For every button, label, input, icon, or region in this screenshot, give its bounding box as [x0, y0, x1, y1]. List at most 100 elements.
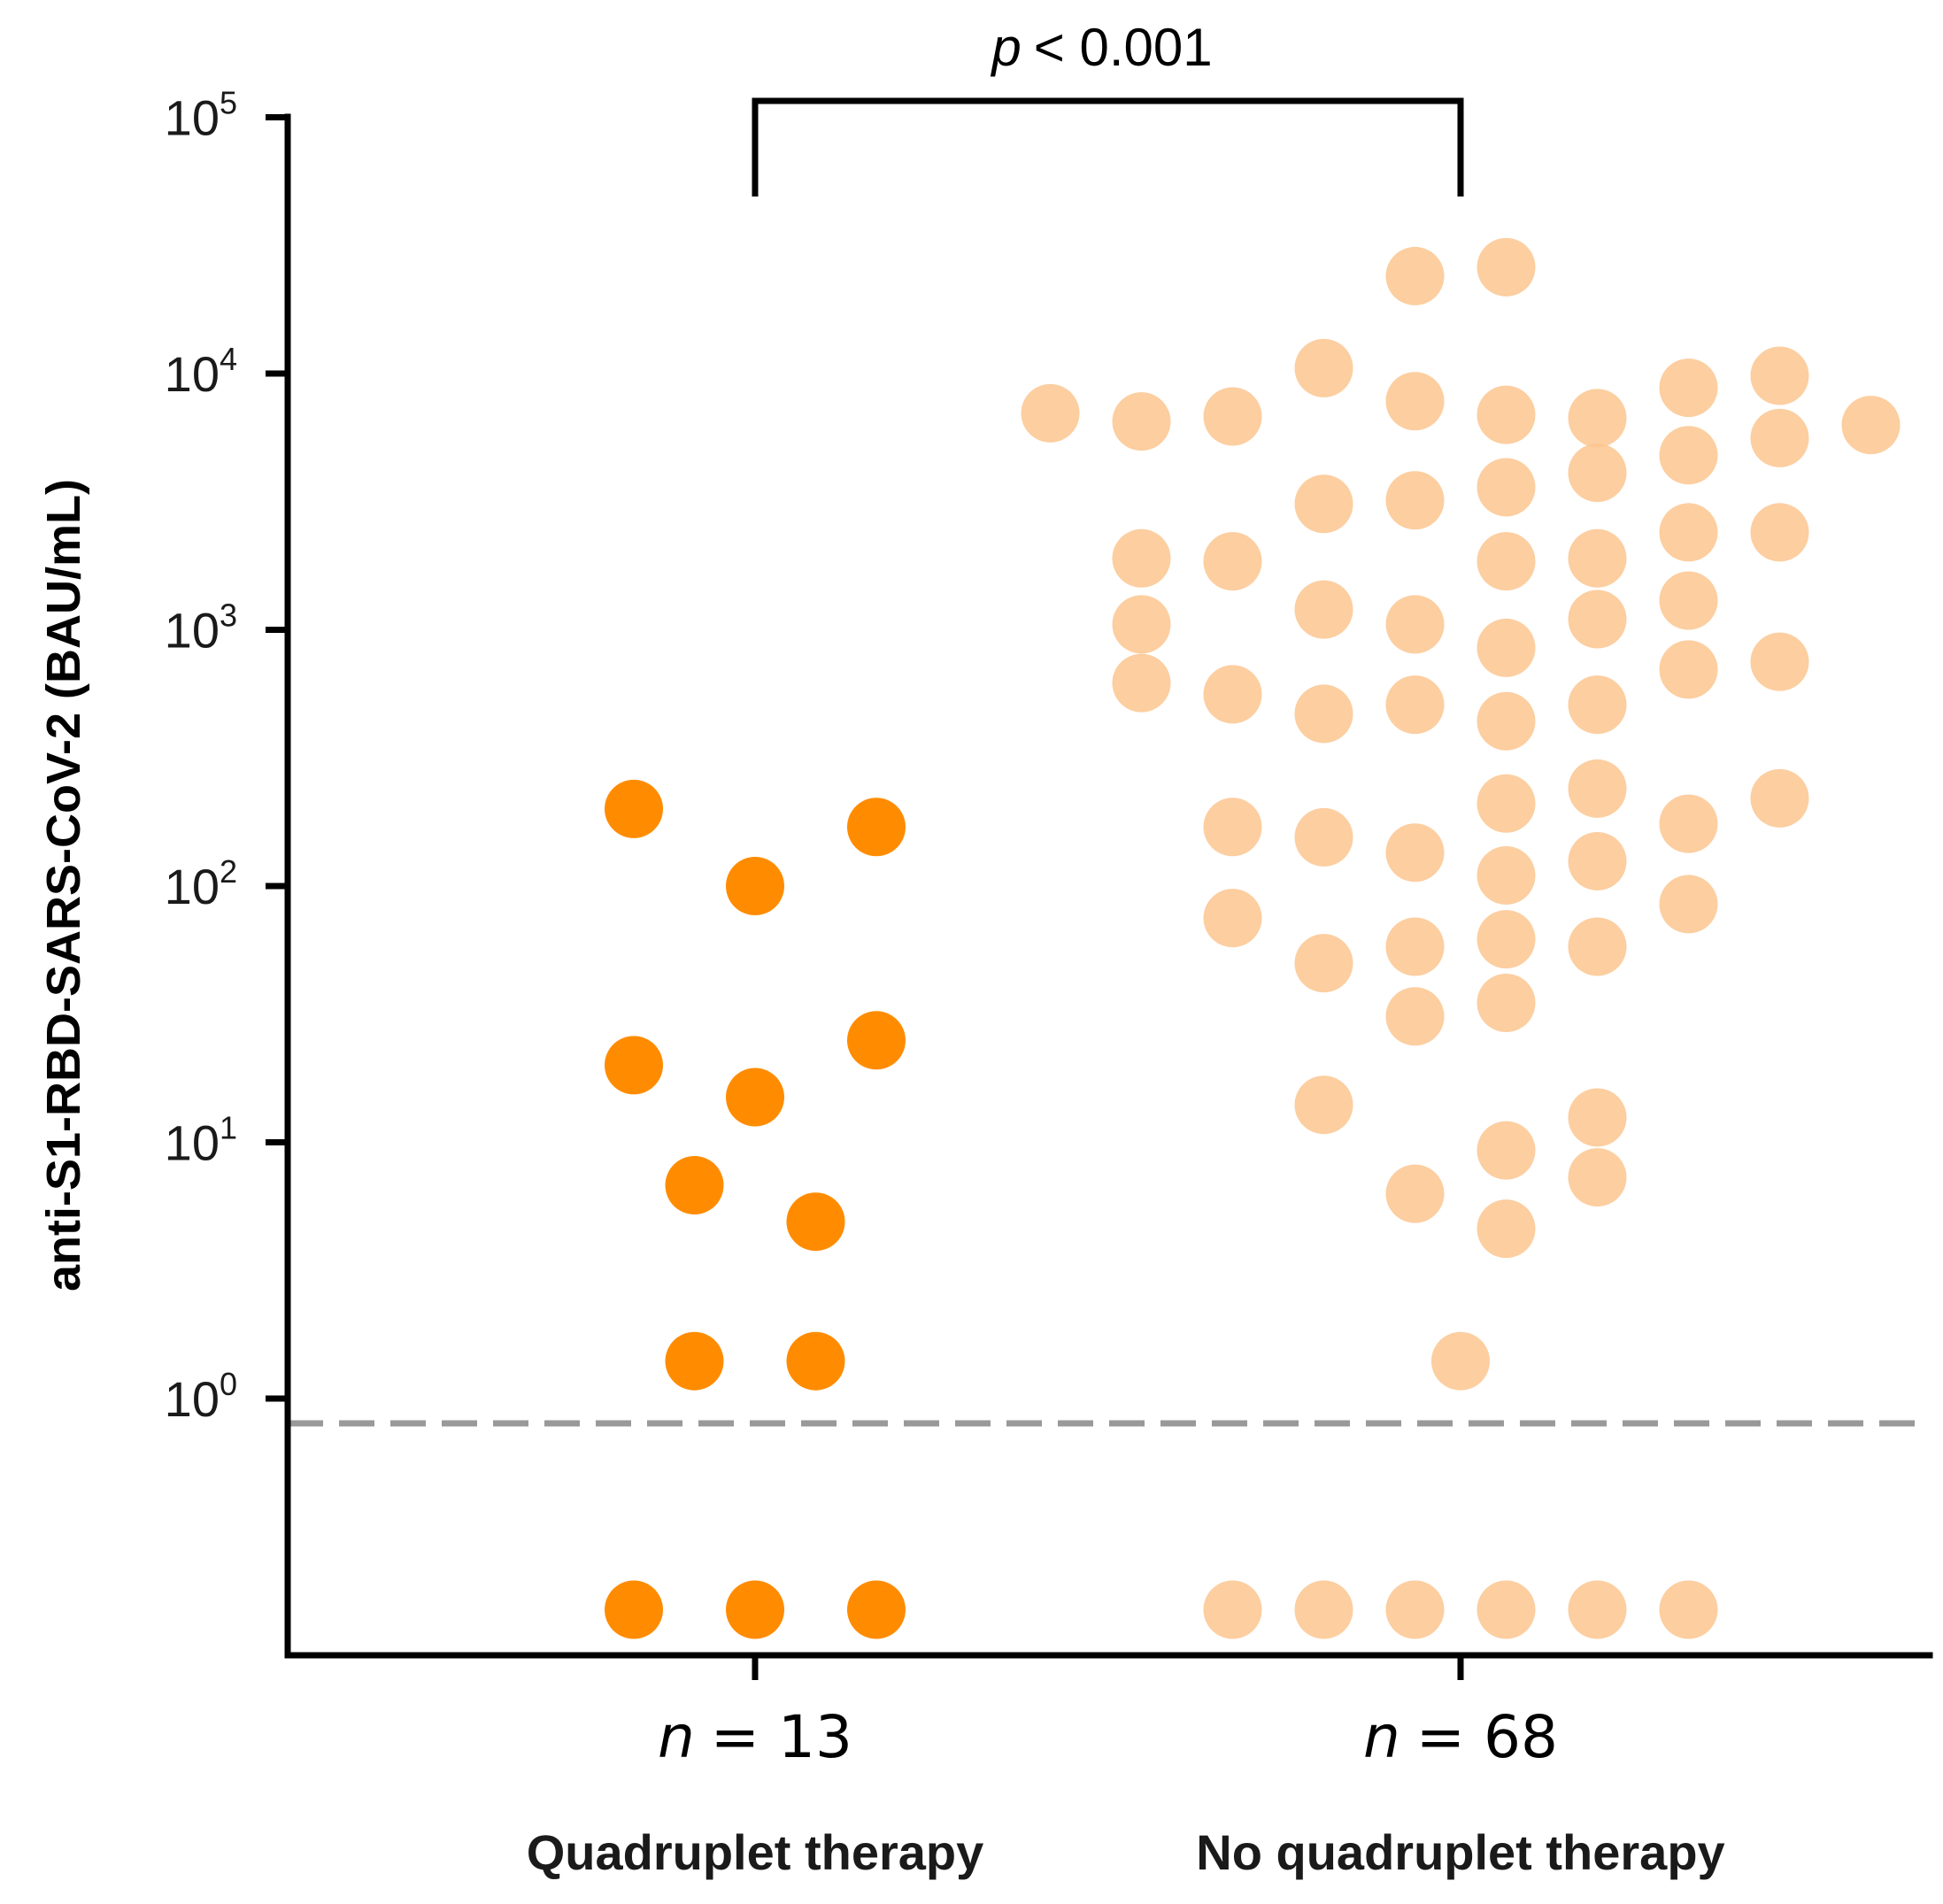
n-value-0: = 13: [711, 1703, 852, 1771]
data-point-1-3: [1112, 392, 1171, 451]
data-point-1-12: [1750, 408, 1809, 467]
data-point-1-10: [1750, 346, 1809, 405]
data-point-0-5: [726, 1068, 784, 1127]
data-point-1-51: [1385, 917, 1445, 976]
y-tick-label-2: 102: [165, 853, 237, 914]
y-tick-base-0: 10: [165, 1371, 220, 1427]
data-point-1-61: [1431, 1331, 1490, 1391]
significance-bracket: p < 0.001: [752, 18, 1464, 197]
data-point-0-11: [726, 1580, 784, 1639]
y-tick-label-0: 100: [165, 1366, 237, 1427]
data-point-1-37: [1568, 675, 1627, 735]
data-point-0-10: [605, 1580, 663, 1639]
data-point-0-12: [847, 1580, 906, 1639]
data-point-0-2: [726, 857, 784, 915]
data-point-1-4: [1203, 387, 1262, 446]
data-point-0-4: [605, 1036, 663, 1095]
y-tick-base-2: 10: [165, 859, 220, 914]
data-point-1-41: [1659, 794, 1718, 853]
data-point-1-66: [1568, 1580, 1627, 1639]
data-point-1-31: [1750, 632, 1809, 691]
data-point-1-22: [1659, 503, 1718, 562]
data-point-0-6: [665, 1155, 724, 1214]
data-point-1-17: [1294, 474, 1353, 534]
y-axis-label: anti-S1-RBD-SARS-CoV-2 (BAU/mL): [37, 479, 90, 1291]
data-point-1-8: [1568, 389, 1627, 448]
y-tick-exponent-4: 4: [220, 341, 237, 377]
data-point-1-5: [1294, 338, 1353, 397]
data-point-1-47: [1659, 875, 1718, 934]
data-point-1-46: [1477, 846, 1536, 906]
y-tick-exponent-3: 3: [220, 597, 237, 634]
data-point-1-36: [1477, 691, 1536, 751]
data-point-1-58: [1568, 1148, 1627, 1207]
data-point-0-8: [665, 1331, 724, 1391]
data-point-1-67: [1659, 1580, 1718, 1639]
data-point-1-59: [1385, 1164, 1445, 1223]
y-tick-exponent-5: 5: [220, 85, 237, 121]
data-point-1-20: [1477, 532, 1536, 591]
data-point-1-24: [1659, 571, 1718, 630]
data-point-1-44: [1385, 823, 1445, 883]
data-point-1-57: [1477, 1121, 1536, 1180]
y-tick-base-4: 10: [165, 346, 220, 402]
data-point-1-9: [1659, 358, 1718, 418]
data-point-1-32: [1112, 653, 1171, 713]
n-label-0: n = 13: [658, 1703, 852, 1771]
data-point-1-23: [1750, 503, 1809, 562]
data-point-0-0: [605, 779, 663, 838]
y-tick-exponent-1: 1: [220, 1110, 237, 1146]
data-point-1-11: [1841, 396, 1901, 455]
data-point-1-14: [1568, 443, 1627, 503]
data-point-1-52: [1294, 934, 1353, 993]
data-point-1-1: [1477, 237, 1536, 297]
y-tick-base-3: 10: [165, 603, 220, 659]
group-label-1: No quadruplet therapy: [1196, 1824, 1724, 1880]
data-point-1-39: [1477, 774, 1536, 833]
group-label-0: Quadruplet therapy: [527, 1824, 984, 1880]
data-point-1-42: [1203, 798, 1262, 857]
data-point-1-29: [1477, 618, 1536, 677]
data-point-1-16: [1385, 471, 1445, 530]
data-point-1-65: [1477, 1580, 1536, 1639]
data-point-0-9: [786, 1331, 845, 1391]
y-tick-label-4: 104: [165, 341, 237, 402]
p-symbol: p: [990, 18, 1021, 77]
data-point-1-54: [1385, 987, 1445, 1046]
data-point-1-7: [1477, 385, 1536, 444]
y-tick-label-1: 101: [165, 1110, 237, 1171]
bracket-line: [752, 97, 1464, 197]
data-points-layer: [605, 237, 1901, 1639]
data-point-1-34: [1294, 684, 1353, 744]
data-point-1-50: [1568, 917, 1627, 976]
data-point-1-53: [1477, 973, 1536, 1032]
y-tick-label-5: 105: [165, 85, 237, 146]
n-symbol-0: n: [658, 1703, 695, 1771]
y-tick-label-3: 103: [165, 597, 237, 659]
data-point-1-27: [1385, 595, 1445, 654]
data-point-1-43: [1294, 807, 1353, 867]
data-point-1-26: [1294, 580, 1353, 639]
data-point-1-56: [1568, 1088, 1627, 1147]
n-symbol-1: n: [1363, 1703, 1400, 1771]
data-point-1-62: [1203, 1580, 1262, 1639]
data-point-1-2: [1021, 383, 1080, 443]
x-ticks-layer: [752, 1655, 1464, 1680]
data-point-1-30: [1659, 640, 1718, 699]
data-point-1-38: [1568, 759, 1627, 818]
data-point-0-7: [786, 1192, 845, 1252]
data-point-0-3: [847, 1011, 906, 1070]
data-point-1-60: [1477, 1199, 1536, 1259]
data-point-1-21: [1568, 528, 1627, 588]
data-point-1-48: [1203, 889, 1262, 948]
data-point-1-35: [1385, 675, 1445, 735]
n-label-1: n = 68: [1363, 1703, 1558, 1771]
data-point-1-40: [1750, 768, 1809, 828]
data-point-1-33: [1203, 665, 1262, 724]
data-point-1-45: [1568, 831, 1627, 890]
data-point-1-18: [1112, 528, 1171, 588]
series-0: [605, 779, 906, 1639]
